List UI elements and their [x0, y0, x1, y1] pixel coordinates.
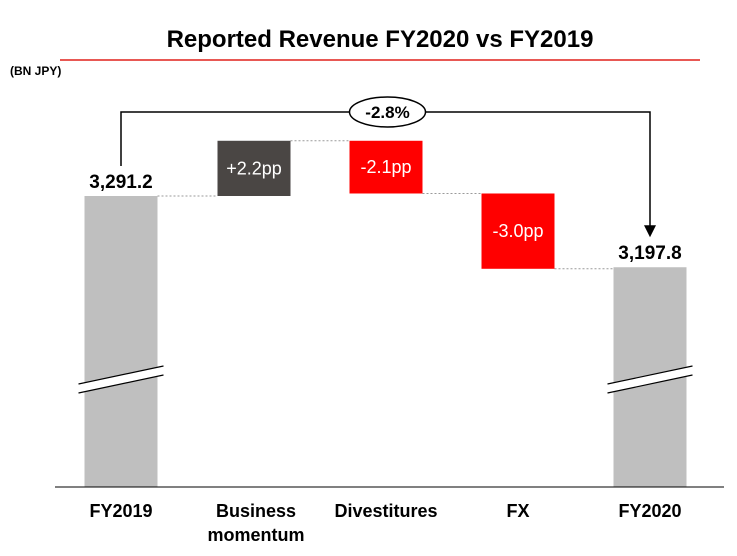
bar-fy2019 — [84, 196, 158, 487]
category-label-business-momentum: Business — [216, 501, 296, 521]
bar-business-momentum — [217, 140, 291, 196]
bar-divestitures — [349, 140, 423, 194]
axis-break-gap — [607, 366, 693, 393]
total-change-arrowhead — [644, 225, 656, 238]
axis-break-line — [607, 374, 693, 394]
change-label-fx: -3.0pp — [492, 221, 543, 241]
value-label-fy2020: 3,197.8 — [618, 243, 681, 264]
chart-marks: 3,291.2 FY2019 +2.2pp Business momentum -2.1p… — [78, 96, 693, 545]
category-label-fy2019: FY2019 — [89, 501, 152, 521]
change-label-divestitures: -2.1pp — [360, 157, 411, 177]
bar-fx — [481, 193, 555, 269]
category-label-business-momentum: momentum — [207, 525, 304, 545]
category-label-divestitures: Divestitures — [334, 501, 437, 521]
axis-break-gap — [78, 366, 164, 393]
unit-label: (BN JPY) — [10, 64, 61, 78]
value-label-fy2019: 3,291.2 — [89, 172, 152, 193]
total-change-label: -2.8% — [365, 103, 409, 122]
category-label-fy2020: FY2020 — [618, 501, 681, 521]
chart-title: Reported Revenue FY2020 vs FY2019 — [167, 26, 594, 53]
axis-break-line — [607, 365, 693, 385]
axis-break-line — [78, 374, 164, 394]
change-label-business-momentum: +2.2pp — [226, 158, 282, 178]
axis-break-line — [78, 365, 164, 385]
total-change-ellipse — [348, 96, 427, 128]
category-label-fx: FX — [506, 501, 529, 521]
